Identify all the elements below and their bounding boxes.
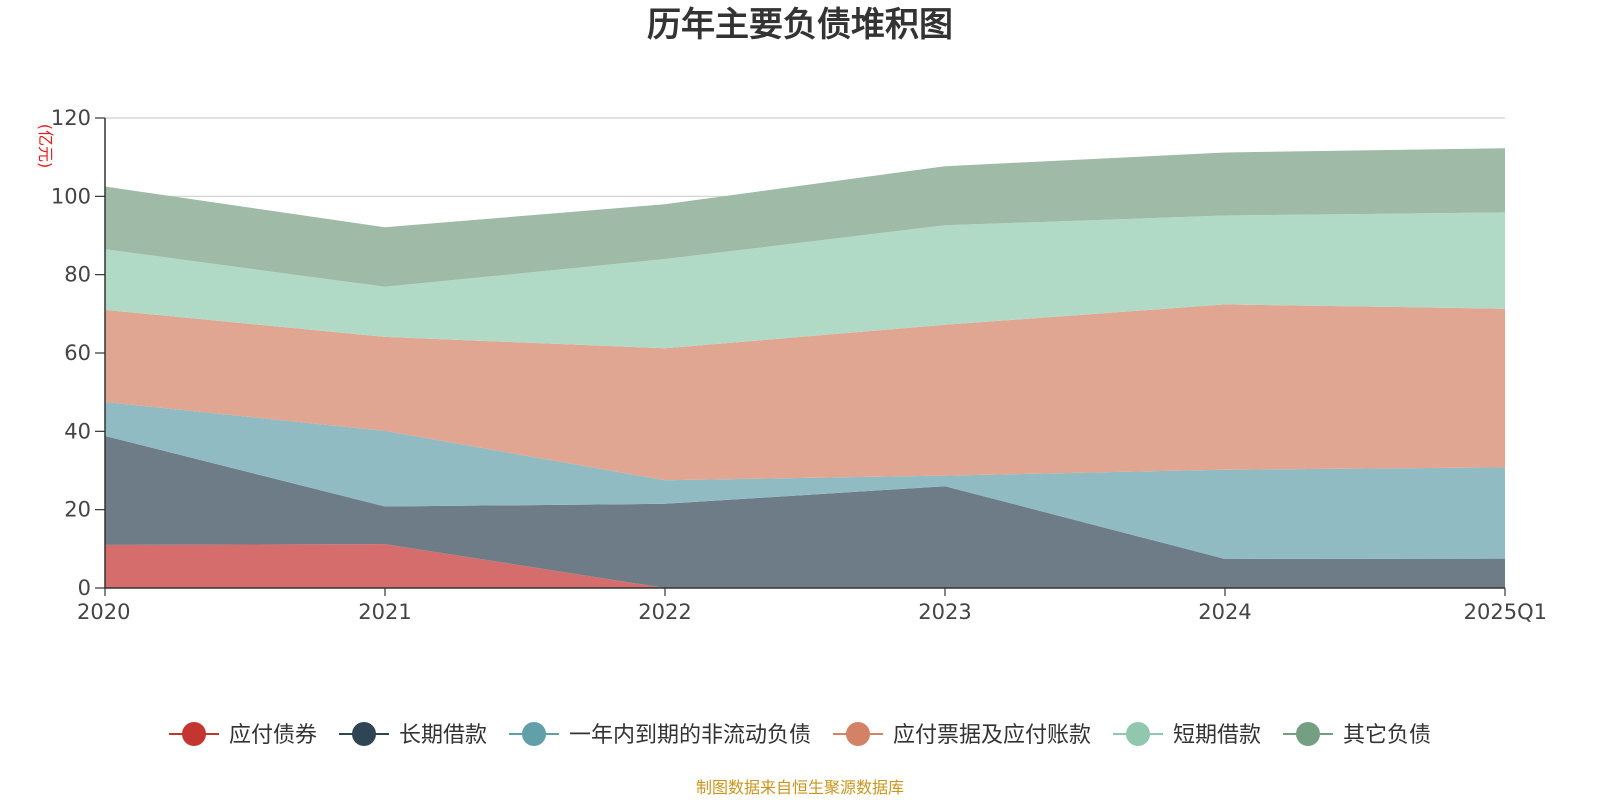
legend-circle-icon (1126, 722, 1150, 746)
legend-label: 应付债券 (229, 723, 317, 748)
x-tick-label: 2025Q1 (1464, 600, 1547, 624)
y-tick-label: 40 (64, 419, 91, 443)
legend-circle-icon (846, 722, 870, 746)
y-tick-label: 0 (78, 576, 91, 600)
legend-label: 其它负债 (1343, 723, 1431, 748)
legend-circle-icon (182, 722, 206, 746)
y-tick-label: 20 (64, 498, 91, 522)
y-tick-label: 60 (64, 341, 91, 365)
y-tick-label: 100 (51, 184, 91, 208)
legend-item-0[interactable]: 应付债券 (169, 722, 317, 748)
area-series-5 (105, 148, 1505, 287)
legend-item-3[interactable]: 应付票据及应付账款 (833, 722, 1091, 748)
x-tick-label: 2020 (77, 600, 130, 624)
area-series-0 (105, 544, 1505, 588)
legend-circle-icon (1296, 722, 1320, 746)
chart-title: 历年主要负债堆积图 (647, 5, 953, 45)
x-tick-label: 2023 (918, 600, 971, 624)
legend-label: 短期借款 (1173, 723, 1261, 748)
area-series-4 (105, 212, 1505, 349)
area-series-3 (105, 304, 1505, 481)
x-tick-label: 2024 (1198, 600, 1251, 624)
legend-label: 一年内到期的非流动负债 (569, 723, 811, 748)
legend-circle-icon (522, 722, 546, 746)
area-series-1 (105, 436, 1505, 588)
x-tick-label: 2022 (638, 600, 691, 624)
y-tick-label: 80 (64, 263, 91, 287)
legend-label: 长期借款 (399, 723, 487, 748)
legend-item-5[interactable]: 其它负债 (1283, 722, 1431, 748)
axes: 0 20 40 60 80 100 120 2020 2021 2022 2023 2024 2025Q… (51, 106, 1547, 624)
legend: 应付债券 长期借款 一年内到期的非流动负债 应付票据及应付账款 短期借款 其它负债 (169, 722, 1431, 748)
legend-item-1[interactable]: 长期借款 (339, 722, 487, 748)
legend-item-2[interactable]: 一年内到期的非流动负债 (509, 722, 811, 748)
x-tick-label: 2021 (358, 600, 411, 624)
stacked-areas (105, 148, 1505, 588)
legend-item-4[interactable]: 短期借款 (1113, 722, 1261, 748)
y-axis-unit-label: (亿元) (36, 124, 55, 169)
source-note: 制图数据来自恒生聚源数据库 (696, 778, 904, 797)
legend-circle-icon (352, 722, 376, 746)
area-series-2 (105, 402, 1505, 559)
legend-label: 应付票据及应付账款 (893, 723, 1091, 748)
y-tick-label: 120 (51, 106, 91, 130)
